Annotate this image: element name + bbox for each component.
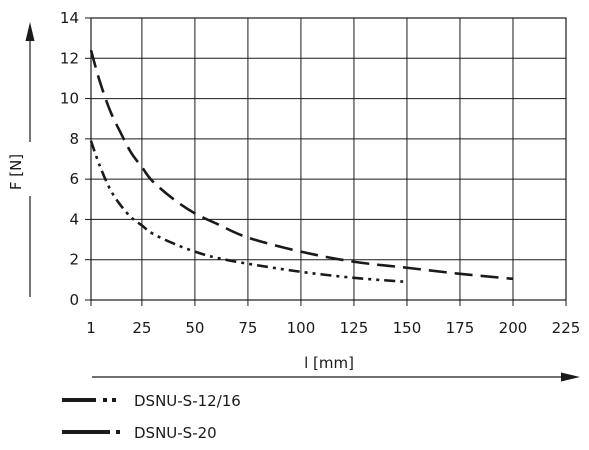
series-layer (89, 49, 514, 284)
x-tick-label: 225 (552, 319, 581, 337)
legend-swatch-dot (116, 430, 120, 434)
x-tick-label: 125 (340, 319, 369, 337)
x-axis-arrow-head (561, 372, 580, 382)
y-tick-label: 14 (60, 9, 79, 27)
legend-swatch-dot (103, 398, 107, 402)
x-axis-label: l [mm] (304, 354, 354, 372)
y-axis-ticks: 0 2 4 6 8 10 12 14 (60, 9, 91, 309)
y-tick-label: 4 (69, 210, 79, 228)
x-axis: l [mm] (92, 354, 580, 382)
legend-swatch-dot (112, 398, 116, 402)
x-tick-label: 75 (238, 319, 257, 337)
legend-item-dsnu-s-20: DSNU-S-20 (62, 424, 217, 442)
x-tick-label: 1 (86, 319, 96, 337)
legend-label: DSNU-S-12/16 (134, 392, 241, 410)
x-tick-label: 100 (287, 319, 316, 337)
y-tick-label: 2 (69, 251, 79, 269)
y-axis-label: F [N] (7, 154, 25, 190)
series-line-dsnu-s-20 (89, 49, 514, 281)
x-tick-label: 25 (132, 319, 151, 337)
y-axis: F [N] (7, 22, 35, 297)
y-tick-label: 10 (60, 90, 79, 108)
plot-area-frame (90, 17, 567, 301)
y-tick-label: 0 (69, 291, 79, 309)
y-tick-label: 8 (69, 130, 79, 148)
y-axis-arrow-head (25, 22, 35, 41)
x-tick-label: 50 (185, 319, 204, 337)
series-line-dsnu-s-12-16 (89, 140, 408, 284)
y-tick-label: 12 (60, 49, 79, 67)
y-tick-label: 6 (69, 170, 79, 188)
legend-item-dsnu-s-12-16: DSNU-S-12/16 (62, 392, 241, 410)
legend-label: DSNU-S-20 (134, 424, 217, 442)
legend: DSNU-S-12/16 DSNU-S-20 (62, 392, 241, 442)
x-axis-ticks: 1 25 50 75 100 125 150 175 200 225 (86, 300, 580, 337)
x-tick-label: 175 (446, 319, 475, 337)
x-tick-label: 150 (393, 319, 422, 337)
x-tick-label: 200 (499, 319, 528, 337)
